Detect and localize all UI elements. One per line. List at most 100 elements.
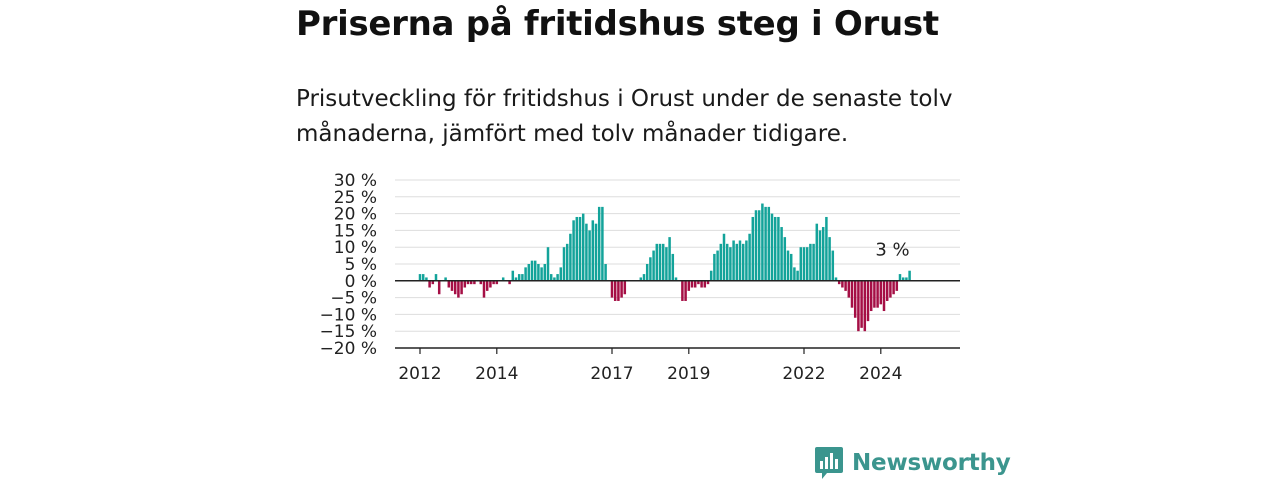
bar (572, 220, 575, 281)
bar (652, 250, 655, 281)
bar (514, 277, 518, 281)
bar (623, 280, 627, 295)
brand-logo: Newsworthy (814, 445, 1011, 481)
bar (818, 230, 822, 281)
bar (453, 280, 457, 295)
bar (777, 216, 780, 281)
bar (569, 233, 572, 281)
bar (549, 274, 553, 281)
bar (418, 274, 422, 281)
bar (508, 280, 511, 285)
bar (793, 267, 796, 281)
y-tick-label: 5 % (345, 255, 377, 275)
y-tick-label: −20 % (320, 339, 377, 359)
bar (479, 280, 483, 285)
bar (684, 280, 687, 301)
bar (591, 220, 595, 281)
last-value-label: 3 % (875, 240, 909, 261)
bar (850, 280, 854, 308)
bar (501, 277, 505, 281)
bar (757, 210, 761, 281)
bar (450, 280, 454, 291)
bar (639, 277, 643, 281)
bar (674, 277, 678, 281)
bar (671, 253, 675, 281)
bar (761, 203, 764, 281)
bar (780, 227, 783, 281)
bar (719, 243, 723, 281)
bar (853, 280, 857, 318)
bar (658, 243, 662, 281)
bar (879, 280, 883, 305)
y-tick-label: 10 % (334, 238, 377, 258)
bar (751, 216, 755, 281)
bar (527, 264, 531, 281)
bar (905, 277, 908, 281)
bar (860, 280, 863, 328)
bar (908, 270, 911, 281)
bar (521, 274, 524, 281)
bar (713, 253, 716, 281)
y-tick-label: 30 % (334, 171, 377, 191)
x-tick-label: 2019 (667, 364, 710, 384)
bar (729, 247, 732, 281)
bar (882, 280, 886, 312)
bar (466, 280, 470, 285)
bar (585, 223, 588, 281)
bar (489, 280, 492, 288)
bar (821, 227, 825, 281)
bar (495, 280, 499, 285)
bar (735, 243, 739, 281)
bar (485, 280, 489, 291)
bar (754, 210, 758, 281)
bar (597, 206, 601, 281)
bar (799, 247, 803, 281)
bar (665, 247, 668, 281)
bar (425, 277, 428, 281)
bar (437, 280, 441, 295)
bar (565, 243, 569, 281)
bar (690, 280, 694, 288)
chart-title: Priserna på fritidshus steg i Orust (296, 4, 939, 44)
x-tick-label: 2024 (859, 364, 902, 384)
bar (693, 280, 697, 288)
bar (770, 213, 774, 281)
bar (578, 216, 582, 281)
bar (511, 270, 515, 281)
bar (700, 280, 703, 288)
bar (783, 237, 787, 281)
y-tick-label: −10 % (320, 305, 377, 325)
bar (447, 280, 451, 288)
brand-name: Newsworthy (852, 450, 1011, 476)
bar (796, 270, 799, 281)
bar (604, 264, 607, 281)
bar (524, 267, 527, 281)
bar (831, 250, 835, 281)
bar (866, 280, 870, 322)
bar (869, 280, 873, 312)
bar (844, 280, 847, 291)
bar (885, 280, 889, 301)
bar (533, 260, 537, 281)
bar (805, 247, 809, 281)
bar (617, 280, 620, 301)
bar (815, 223, 819, 281)
bar (895, 280, 899, 291)
bar (613, 280, 617, 301)
bar (457, 280, 460, 298)
bar (431, 280, 435, 285)
chart-subtitle: Prisutveckling för fritidshus i Orust un… (296, 86, 953, 147)
bar (581, 213, 585, 281)
x-tick-label: 2022 (782, 364, 825, 384)
bar (786, 250, 790, 281)
bar (892, 280, 895, 295)
bar (649, 257, 652, 281)
bar (732, 240, 735, 281)
bar (575, 216, 579, 281)
bar (434, 274, 438, 281)
bar (553, 277, 556, 281)
bar (847, 280, 851, 298)
bar (556, 274, 559, 281)
bar (709, 270, 713, 281)
bar (876, 280, 879, 308)
